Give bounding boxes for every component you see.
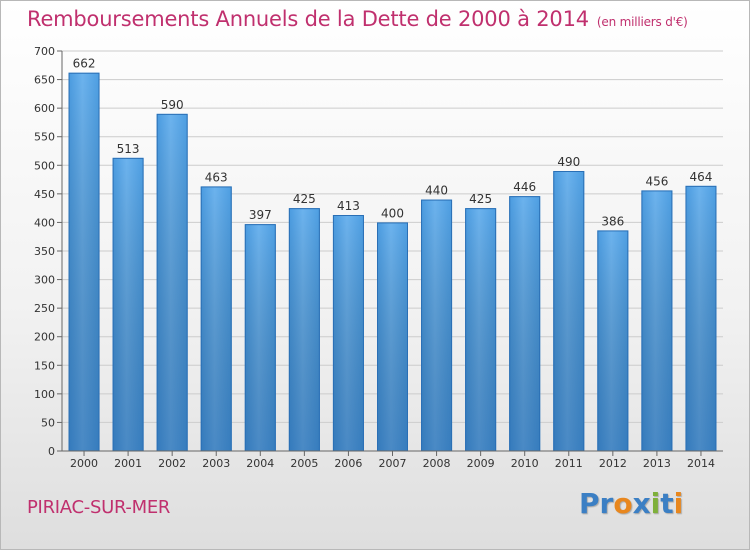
bar-value-label: 425 [293, 192, 316, 206]
x-tick-label: 2010 [511, 457, 539, 470]
chart-subtitle: (en milliers d'€) [596, 15, 688, 29]
bar-value-label: 590 [161, 98, 184, 112]
bar-value-label: 464 [690, 170, 713, 184]
bars [68, 72, 717, 452]
y-tick-label: 150 [34, 359, 55, 372]
x-tick-label: 2001 [114, 457, 142, 470]
x-tick-label: 2006 [334, 457, 362, 470]
bar-shade [112, 157, 144, 451]
bar-shade [288, 208, 320, 451]
y-tick-label: 0 [48, 445, 55, 458]
proxiti-logo: Proxiti [579, 487, 683, 520]
bar-shade [597, 230, 629, 451]
y-tick-label: 700 [34, 45, 55, 58]
labels: 0 50 100 150 200 250 300 350 400 450 500 550 600 650 7… [34, 45, 715, 470]
bar-shade [641, 190, 673, 451]
x-tick-label: 2012 [599, 457, 627, 470]
bar-value-label: 456 [645, 174, 668, 188]
logo-letter: P [579, 487, 600, 520]
logo-letter: i [673, 487, 684, 520]
bar-value-label: 440 [425, 184, 448, 198]
x-tick-label: 2013 [643, 457, 671, 470]
bar-value-label: 397 [249, 208, 272, 222]
x-tick-label: 2009 [467, 457, 495, 470]
bar-value-label: 662 [73, 57, 96, 71]
x-tick-label: 2011 [555, 457, 583, 470]
bar-shade [509, 196, 541, 451]
bar-shade [465, 208, 497, 451]
x-tick-label: 2007 [379, 457, 407, 470]
y-tick-label: 350 [34, 245, 55, 258]
bar-shade [200, 186, 232, 451]
logo-letter: r [599, 487, 614, 520]
x-tick-label: 2002 [158, 457, 186, 470]
logo-letter: t [660, 487, 674, 520]
bar-value-label: 463 [205, 170, 228, 184]
logo-letter: x [632, 487, 651, 520]
y-tick-label: 650 [34, 74, 55, 87]
logo-letter: i [650, 487, 661, 520]
bar-value-label: 413 [337, 199, 360, 213]
y-tick-label: 100 [34, 388, 55, 401]
bar-value-label: 490 [557, 155, 580, 169]
x-tick-label: 2008 [423, 457, 451, 470]
x-tick-label: 2003 [202, 457, 230, 470]
bar-value-label: 446 [513, 180, 536, 194]
bar-shade [332, 215, 364, 451]
x-tick-label: 2005 [290, 457, 318, 470]
bar-value-label: 513 [117, 142, 140, 156]
y-tick-label: 250 [34, 302, 55, 315]
bar-value-label: 400 [381, 206, 404, 220]
bar-shade [421, 199, 453, 451]
town-name: PIRIAC-SUR-MER [27, 497, 171, 518]
y-tick-label: 50 [41, 416, 55, 429]
bar-value-label: 425 [469, 192, 492, 206]
chart-title: Remboursements Annuels de la Dette de 20… [27, 7, 688, 31]
y-tick-label: 600 [34, 102, 55, 115]
y-tick-label: 550 [34, 131, 55, 144]
x-tick-label: 2014 [687, 457, 715, 470]
x-tick-label: 2004 [246, 457, 274, 470]
bar-shade [244, 224, 276, 451]
axes [57, 50, 723, 456]
bar-value-label: 386 [601, 214, 624, 228]
bar-shade [553, 171, 585, 451]
y-tick-label: 450 [34, 188, 55, 201]
y-tick-label: 300 [34, 274, 55, 287]
chart-title-text: Remboursements Annuels de la Dette de 20… [27, 7, 589, 31]
logo-letter: o [613, 487, 633, 520]
bar-shade [377, 222, 408, 451]
bar-shade [68, 72, 100, 451]
x-tick-label: 2000 [70, 457, 98, 470]
bar-shade [156, 113, 188, 451]
bar-shade [685, 185, 717, 451]
y-tick-label: 200 [34, 331, 55, 344]
y-tick-label: 400 [34, 216, 55, 229]
y-tick-label: 500 [34, 159, 55, 172]
